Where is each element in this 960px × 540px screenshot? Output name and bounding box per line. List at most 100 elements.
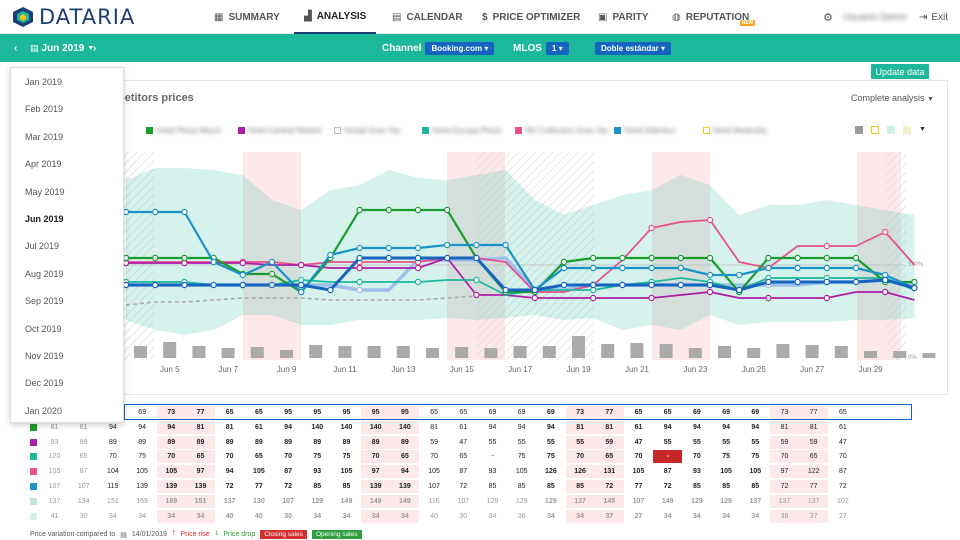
table-cell: 95 — [313, 409, 322, 416]
table-cell: 89 — [138, 438, 146, 446]
table-cell: 89 — [313, 438, 322, 446]
nav-reputation[interactable]: ◍ REPUTATION NEW — [672, 0, 756, 34]
occupancy-bar — [659, 344, 673, 358]
room-select[interactable]: Doble estándar ▾ — [595, 41, 672, 55]
price-chart: 100% 0% Jun 5 Jun 7 Jun 9 Jun 11 Jun 13 Jun 15 J… — [122, 152, 936, 374]
table-cell: 69 — [488, 409, 497, 416]
month-option[interactable]: Jan 2019 — [25, 77, 63, 87]
legend-swatch — [146, 127, 153, 134]
toggle-teal[interactable] — [887, 126, 895, 134]
series-point — [122, 254, 130, 262]
month-option[interactable]: Feb 2019 — [25, 104, 64, 115]
toggle-yellow[interactable] — [871, 126, 879, 134]
user-name[interactable]: Usuario Demo — [843, 11, 907, 23]
month-option[interactable]: Jan 2020 — [25, 405, 63, 416]
prev-month-button[interactable]: ‹ — [14, 42, 18, 54]
update-data-button[interactable]: Update data — [871, 64, 929, 79]
month-option[interactable]: Mar 2019 — [25, 131, 64, 142]
series-point — [882, 288, 889, 296]
channel-select[interactable]: Booking.com ▾ — [425, 41, 495, 55]
table-cell: 47 — [634, 438, 643, 446]
legend-item[interactable]: Hotel Central Madrid — [237, 126, 321, 135]
opening-sales-tag: Opening sales — [311, 530, 362, 539]
series-point — [239, 259, 246, 267]
table-cell: 69 — [138, 409, 146, 416]
table-cell: 34 — [488, 512, 497, 520]
table-cell: 36 — [770, 509, 799, 523]
series-point — [414, 206, 422, 214]
legend-item[interactable]: Hostal Gran Via — [333, 126, 400, 135]
exit-link[interactable]: Exit — [931, 11, 948, 23]
chat-icon: ◍ — [672, 11, 681, 23]
month-option[interactable]: Apr 2019 — [25, 159, 62, 170]
ref-label-100: 100% — [908, 262, 924, 268]
row-color-marker — [30, 423, 37, 431]
footer-date[interactable]: 14/01/2019 — [131, 531, 167, 538]
series-point — [268, 281, 276, 289]
mlos-select[interactable]: 1 ▾ — [545, 41, 569, 55]
month-option[interactable]: Jul 2019 — [25, 241, 60, 252]
month-option[interactable]: May 2019 — [25, 186, 65, 197]
nav-parity[interactable]: ▣ PARITY — [598, 0, 648, 34]
complete-analysis-dropdown[interactable]: Complete analysis ▼ — [851, 93, 934, 103]
table-cell: 69 — [722, 409, 730, 416]
month-option[interactable]: Sep 2019 — [25, 296, 64, 307]
nav-analysis[interactable]: ▟ ANALYSIS — [294, 0, 377, 34]
next-month-button[interactable]: › — [93, 42, 97, 54]
table-cell: 81 — [186, 420, 215, 434]
legend-label: Hotel Central Madrid — [247, 126, 321, 135]
month-option[interactable]: Jun 2019 — [25, 214, 64, 224]
table-cell: 94 — [284, 423, 292, 431]
series-point — [210, 258, 217, 266]
legend-item[interactable]: Hotel Europa Plaza — [422, 126, 501, 135]
table-cell: 89 — [79, 438, 88, 446]
top-navigation: DATARIA ▦ SUMMARY ▟ ANALYSIS ▤ CALENDAR … — [0, 0, 960, 34]
occupancy-bar — [163, 342, 177, 358]
table-cell: 119 — [107, 483, 119, 490]
table-cell: 69 — [751, 409, 760, 416]
legend-menu-caret[interactable]: ▼ — [919, 126, 926, 133]
legend-item[interactable]: Hotel Atlántico — [614, 126, 675, 135]
dashed-series — [125, 295, 477, 306]
table-cell: 89 — [284, 438, 292, 446]
occupancy-bar — [747, 348, 761, 358]
table-cell: 75 — [751, 453, 760, 461]
series-point — [473, 254, 480, 262]
nav-summary[interactable]: ▦ SUMMARY — [214, 0, 280, 34]
table-cell: 151 — [107, 497, 119, 505]
table-cell: 77 — [254, 483, 263, 490]
month-option[interactable]: Aug 2019 — [25, 268, 64, 279]
month-option[interactable]: Oct 2019 — [25, 323, 62, 334]
legend-item[interactable]: NH Collection Gran Via — [515, 126, 608, 135]
table-cell: 105 — [340, 468, 353, 476]
occupancy-bar — [688, 348, 702, 358]
table-cell: 65 — [634, 409, 643, 416]
month-option[interactable]: Nov 2019 — [25, 351, 64, 361]
table-cell: 85 — [722, 483, 730, 490]
toggle-gray[interactable] — [855, 126, 863, 134]
legend-item[interactable]: Hotel Plaza Mayor — [146, 126, 221, 135]
table-cell: 149 — [340, 497, 353, 505]
nav-price-optimizer[interactable]: $ PRICE OPTIMIZER — [482, 0, 580, 34]
table-cell: 61 — [459, 423, 468, 431]
exit-icon[interactable]: ⇥ — [918, 11, 928, 23]
series-point — [385, 254, 392, 262]
table-cell: 169 — [136, 497, 148, 505]
table-cell: 137 — [770, 494, 799, 508]
legend-item[interactable]: Hotel Mediodía — [702, 126, 766, 135]
month-option[interactable]: Dec 2019 — [25, 378, 64, 389]
table-cell: 126 — [565, 465, 595, 479]
nav-calendar[interactable]: ▤ CALENDAR — [392, 0, 463, 34]
users-icon[interactable]: ⚙ — [823, 11, 834, 24]
month-selector[interactable]: ▤ Jun 2019 ▼ — [30, 34, 94, 62]
table-cell: 40 — [254, 512, 263, 520]
table-cell: 65 — [799, 450, 829, 464]
table-cell: 107 — [77, 483, 90, 490]
arrow-down-icon: 🡓 — [214, 530, 219, 537]
toggle-cream[interactable] — [903, 126, 911, 134]
occupancy-bar — [367, 346, 381, 358]
row-color-marker — [30, 468, 37, 476]
dollar-icon: $ — [482, 11, 488, 23]
logo[interactable]: DATARIA — [12, 4, 135, 30]
series-point — [327, 286, 334, 294]
